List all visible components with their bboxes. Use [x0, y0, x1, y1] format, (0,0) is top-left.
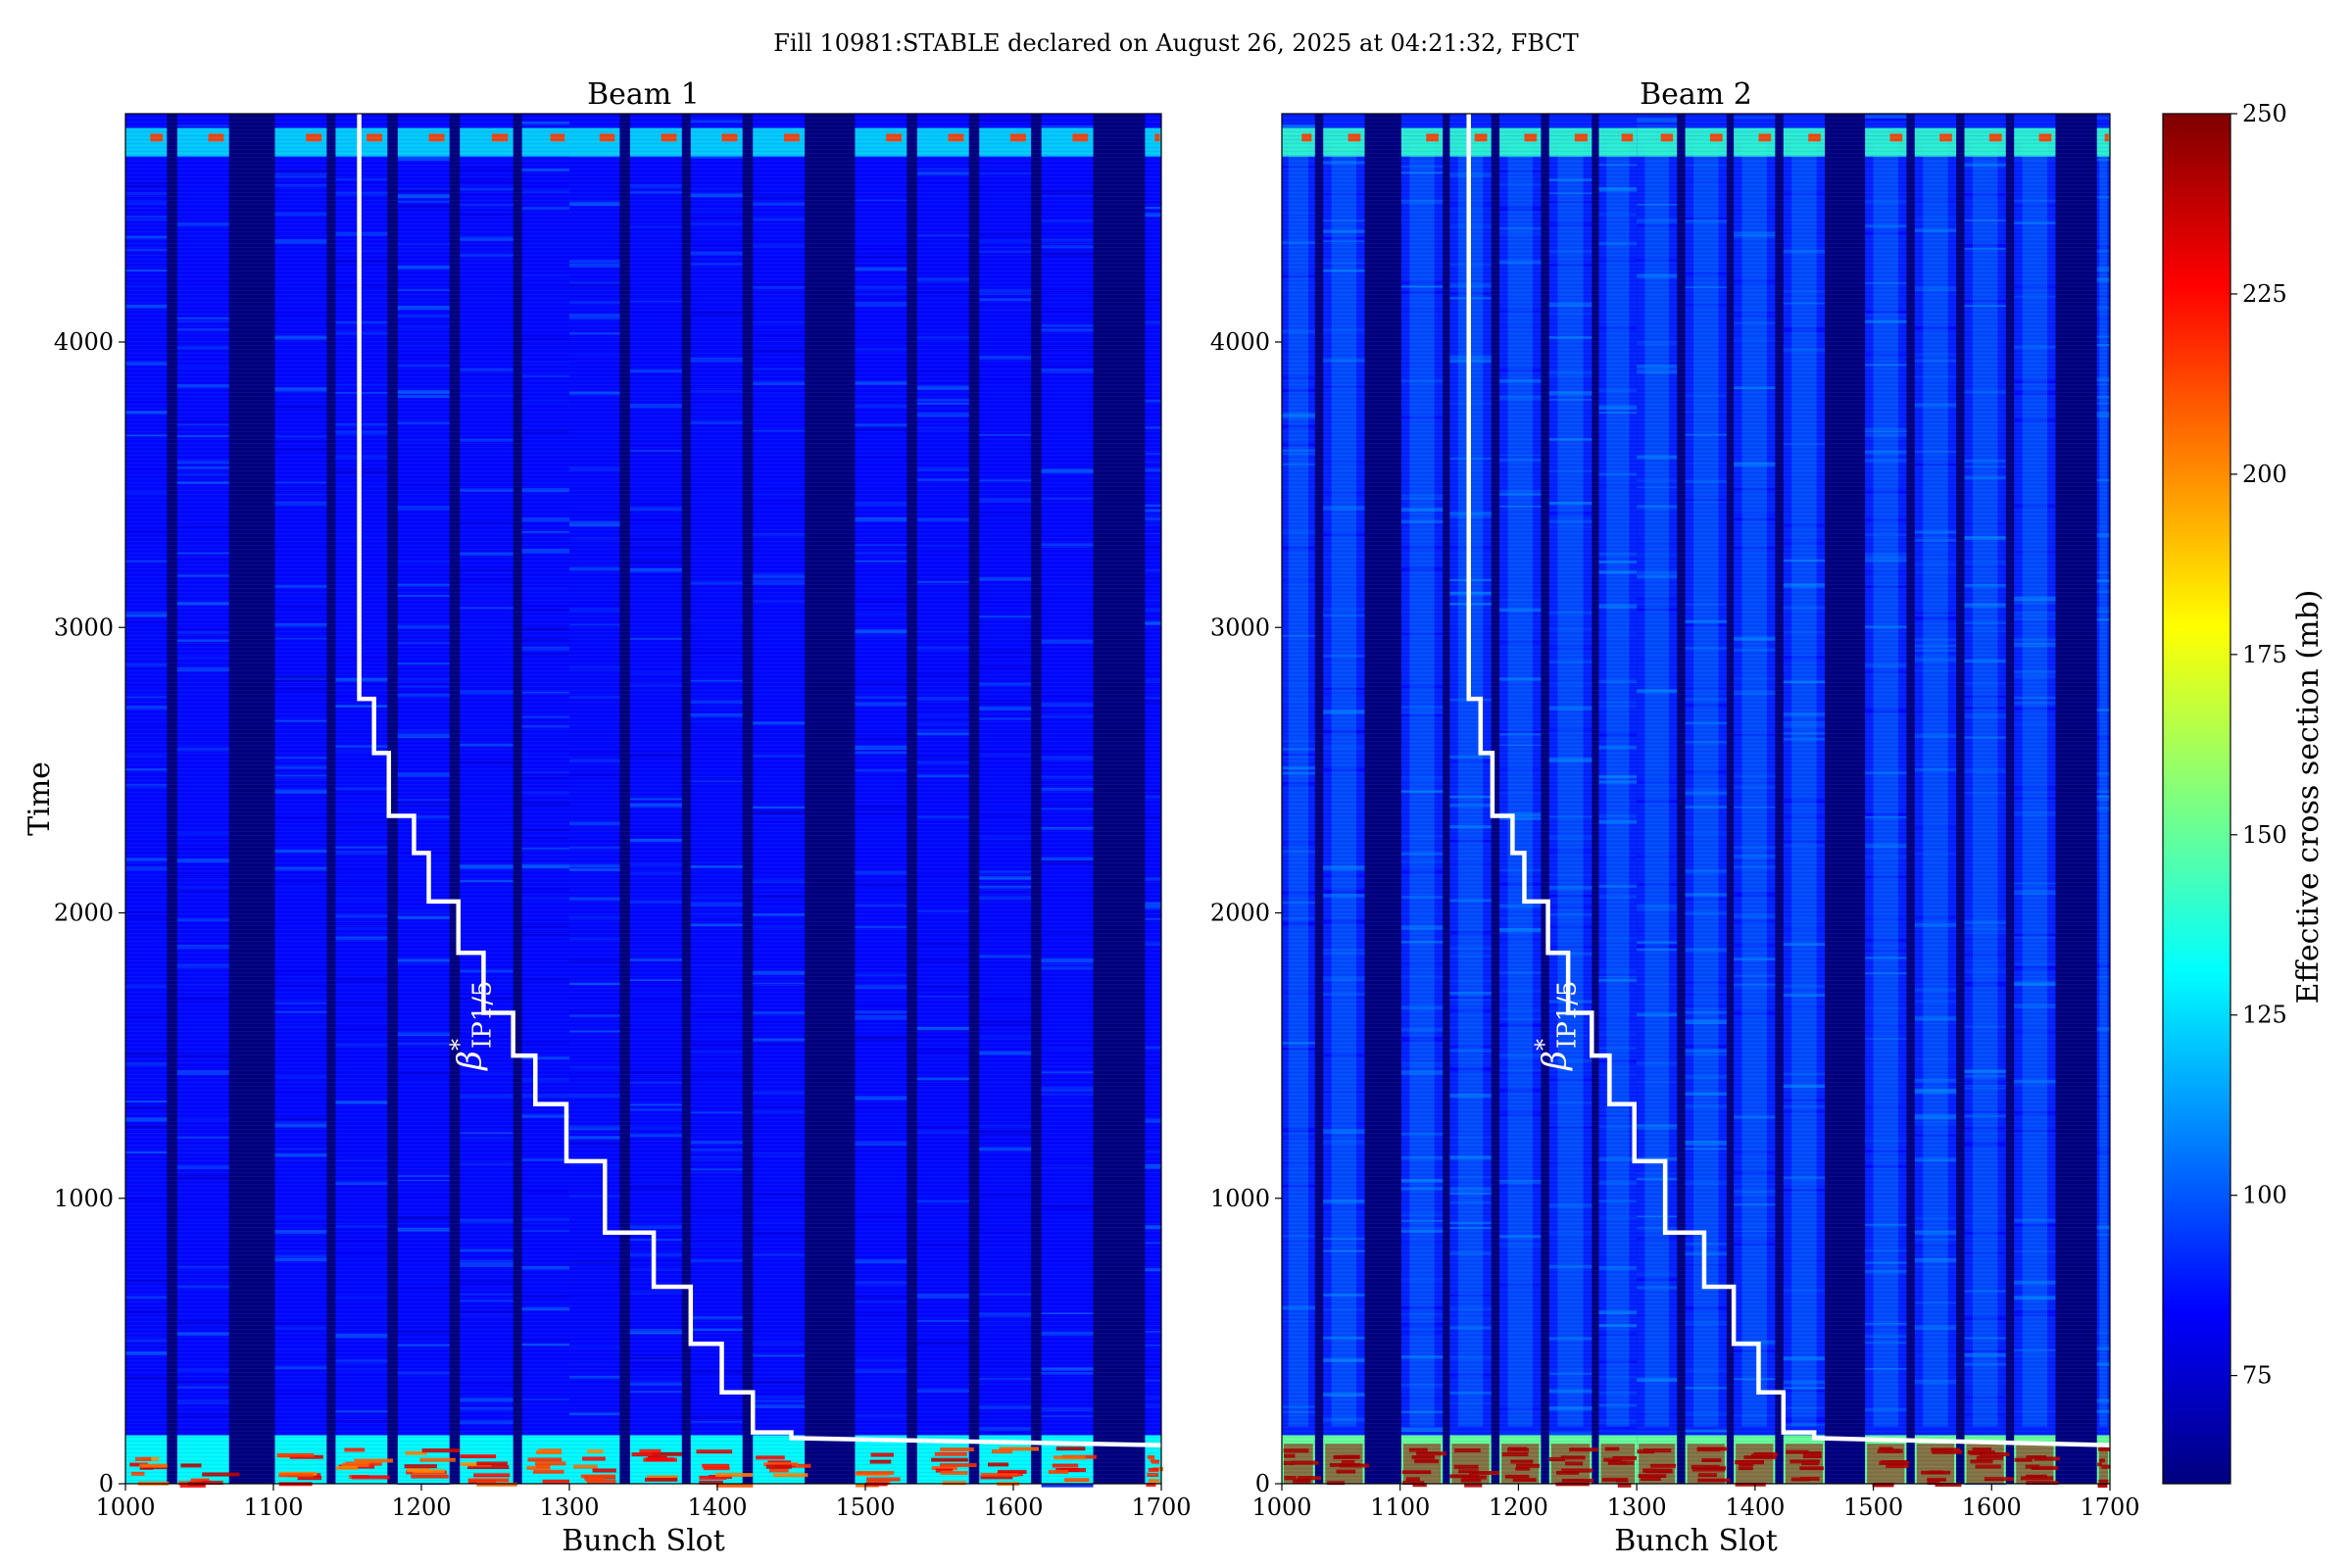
y-tick-label: 1000 — [54, 1185, 114, 1212]
x-tick-label: 1500 — [835, 1494, 895, 1521]
x-tick-label: 1100 — [1370, 1494, 1430, 1521]
beam-1-panel: β*IP1/5 Beam 1 1000 1100 1200 1300 1400 1500 160… — [54, 77, 1192, 1558]
colorbar-tick-label: 250 — [2242, 100, 2287, 127]
x-tick-label: 1300 — [1607, 1494, 1667, 1521]
y-tick-label: 4000 — [54, 328, 114, 356]
colorbar-tick-label: 125 — [2242, 1002, 2287, 1029]
beam-2-panel: β*IP1/5 Beam 2 1000 1100 1200 1300 1400 1500 160… — [1210, 77, 2140, 1558]
panel-title: Beam 1 — [587, 77, 700, 112]
y-tick-label: 0 — [99, 1470, 114, 1497]
y-axis-label: Time — [23, 761, 57, 836]
colorbar: 75 100 125 150 175 200 225 250 — [2162, 100, 2287, 1485]
colorbar-tick-label: 100 — [2242, 1182, 2287, 1209]
x-tick-label: 1700 — [2080, 1494, 2139, 1521]
beta-star-line — [357, 114, 1162, 1447]
x-axis-label: Bunch Slot — [562, 1524, 725, 1558]
colorbar-gradient — [2162, 113, 2231, 1485]
y-tick-label: 2000 — [54, 900, 114, 927]
colorbar-tick-label: 75 — [2242, 1362, 2273, 1390]
figure-title: Fill 10981:STABLE declared on August 26,… — [773, 29, 1579, 57]
colorbar-tick-label: 175 — [2242, 641, 2287, 668]
y-tick-label: 2000 — [1210, 900, 1270, 927]
beta-star-line — [1466, 114, 2111, 1447]
colorbar-label: Effective cross section (mb) — [2291, 590, 2326, 1004]
colorbar-tick-label: 225 — [2242, 280, 2287, 308]
axes-frame — [1281, 113, 2111, 1485]
x-tick-label: 1200 — [1489, 1494, 1548, 1521]
x-tick-label: 1700 — [1131, 1494, 1191, 1521]
colorbar-tick-label: 200 — [2242, 461, 2287, 488]
x-tick-label: 1600 — [983, 1494, 1043, 1521]
panel-title: Beam 2 — [1640, 77, 1752, 112]
y-tick-label: 3000 — [1210, 613, 1270, 641]
y-tick-label: 1000 — [1210, 1185, 1270, 1212]
x-tick-label: 1000 — [95, 1494, 155, 1521]
x-tick-label: 1400 — [687, 1494, 747, 1521]
x-tick-label: 1000 — [1251, 1494, 1311, 1521]
x-tick-label: 1400 — [1725, 1494, 1785, 1521]
beta-star-annotation: β*IP1/5 — [445, 980, 497, 1071]
x-tick-label: 1500 — [1843, 1494, 1903, 1521]
y-tick-label: 3000 — [54, 613, 114, 641]
x-tick-label: 1600 — [1962, 1494, 2022, 1521]
x-axis-label: Bunch Slot — [1614, 1524, 1778, 1558]
x-tick-label: 1300 — [539, 1494, 599, 1521]
beta-star-annotation: β*IP1/5 — [1531, 980, 1583, 1071]
colorbar-tick-label: 150 — [2242, 821, 2287, 849]
y-tick-label: 4000 — [1210, 328, 1270, 356]
x-tick-label: 1100 — [243, 1494, 303, 1521]
y-tick-label: 0 — [1255, 1470, 1270, 1497]
x-tick-label: 1200 — [391, 1494, 451, 1521]
axes-frame — [124, 113, 1162, 1485]
